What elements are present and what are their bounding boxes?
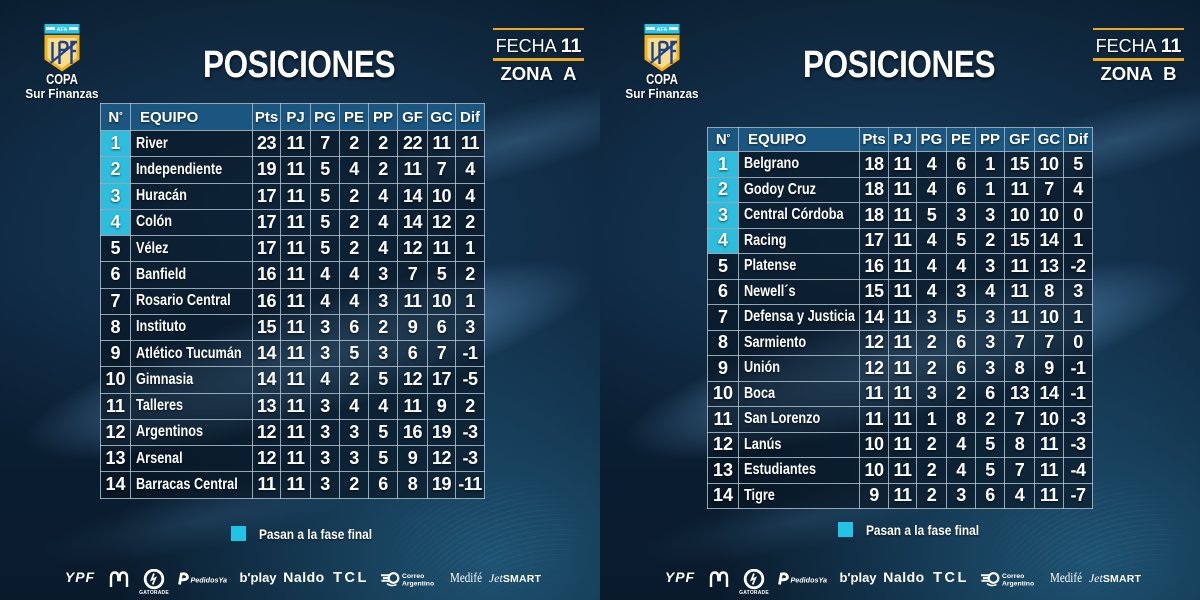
- svg-text:Correo: Correo: [1002, 573, 1024, 580]
- svg-text:PedidosYa: PedidosYa: [191, 576, 227, 585]
- svg-text:GATORADE: GATORADE: [139, 590, 169, 595]
- svg-text:PedidosYa: PedidosYa: [791, 576, 827, 585]
- svg-text:Argentino: Argentino: [402, 581, 434, 588]
- svg-text:AFA: AFA: [657, 27, 668, 33]
- svg-text:Correo: Correo: [402, 573, 424, 580]
- svg-text:AFA: AFA: [57, 27, 68, 33]
- svg-text:Argentino: Argentino: [1002, 581, 1034, 588]
- svg-text:GATORADE: GATORADE: [739, 590, 769, 595]
